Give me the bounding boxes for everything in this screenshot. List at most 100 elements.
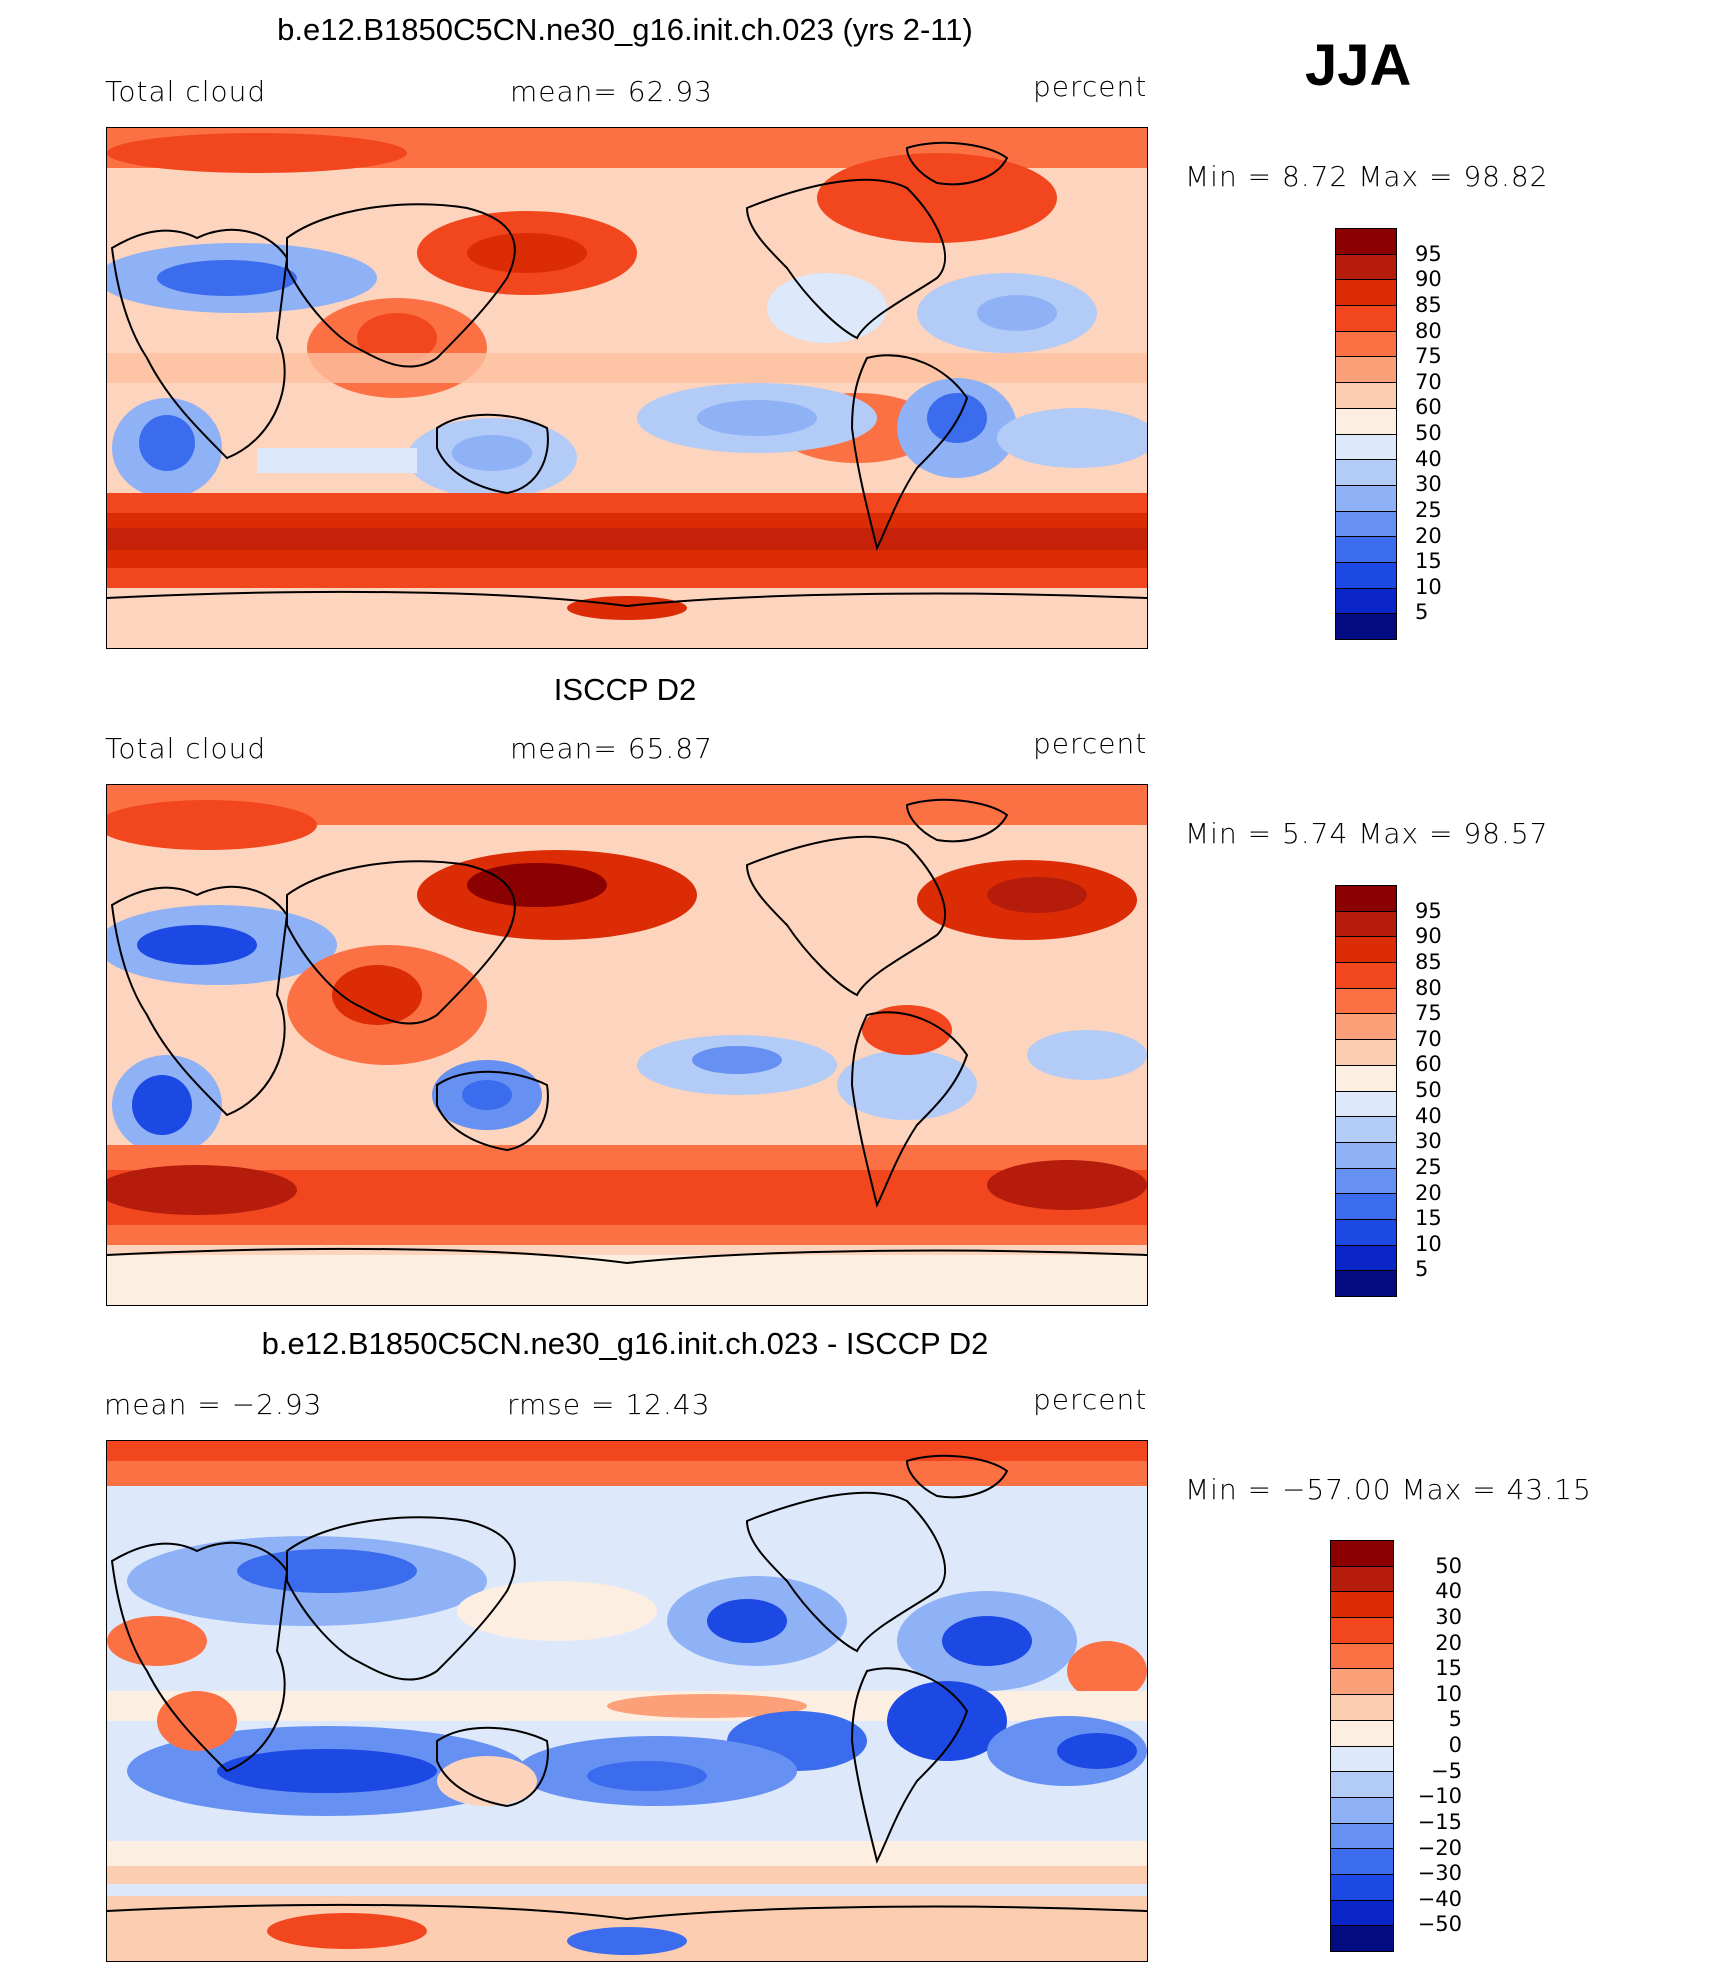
colorbar-swatch <box>1331 1643 1393 1670</box>
panel-3-title: b.e12.B1850C5CN.ne30_g16.init.ch.023 - I… <box>261 1326 989 1361</box>
colorbar-swatch <box>1336 460 1396 486</box>
colorbar-swatch <box>1336 1194 1396 1220</box>
colorbar-swatch <box>1336 1271 1396 1296</box>
colorbar-swatch <box>1336 1245 1396 1272</box>
colorbar-swatch <box>1336 434 1396 461</box>
colorbar-swatch <box>1331 1592 1393 1619</box>
colorbar-tick-label: 30 <box>1435 1604 1462 1629</box>
colorbar-swatch <box>1331 1566 1393 1593</box>
panel-1-map <box>106 127 1148 649</box>
colorbar-tick-label: 85 <box>1415 949 1442 974</box>
colorbar-swatch <box>1336 911 1396 938</box>
colorbar-tick-label: 30 <box>1415 1129 1442 1154</box>
colorbar-swatch <box>1331 1772 1393 1798</box>
colorbar-tick-label: 70 <box>1415 1026 1442 1051</box>
colorbar-tick-label: 20 <box>1415 523 1442 548</box>
colorbar-swatch <box>1336 588 1396 615</box>
panel-2-title: ISCCP D2 <box>553 672 697 707</box>
colorbar-tick-label: 5 <box>1415 600 1429 625</box>
colorbar-tick-label: 75 <box>1415 1001 1442 1026</box>
colorbar-swatch <box>1331 1541 1393 1567</box>
colorbar-tick-label: 40 <box>1435 1579 1462 1604</box>
colorbar-tick-label: 60 <box>1415 395 1442 420</box>
colorbar-swatch <box>1336 1091 1396 1118</box>
colorbar-swatch <box>1336 1014 1396 1041</box>
colorbar-tick-label: 15 <box>1415 1206 1442 1231</box>
colorbar-tick-label: 20 <box>1415 1180 1442 1205</box>
colorbar-swatch <box>1331 1823 1393 1850</box>
panel-1-variable-label: Total cloud <box>105 75 267 108</box>
panel-1-colorbar-labels: 95 90 85 80 75 70 60 50 40 30 25 20 15 10 5 <box>1415 228 1475 638</box>
colorbar-tick-label: −40 <box>1417 1886 1462 1911</box>
colorbar-tick-label: −20 <box>1417 1835 1462 1860</box>
colorbar-swatch <box>1331 1900 1393 1927</box>
colorbar-tick-label: −10 <box>1417 1784 1462 1809</box>
colorbar-swatch <box>1336 357 1396 384</box>
colorbar-tick-label: 75 <box>1415 344 1442 369</box>
colorbar-swatch <box>1331 1669 1393 1696</box>
panel-3-map <box>106 1440 1148 1962</box>
panel-1-colorbar <box>1335 228 1397 640</box>
colorbar-swatch <box>1336 937 1396 964</box>
panel-3-units-label: percent <box>1033 1383 1148 1416</box>
colorbar-swatch <box>1336 331 1396 358</box>
panel-3-colorbar-labels: 50 40 30 20 15 10 5 0 −5 −10 −15 −20 −30 −40 −50 <box>1392 1540 1472 1950</box>
colorbar-swatch <box>1336 1065 1396 1092</box>
colorbar-tick-label: 70 <box>1415 369 1442 394</box>
colorbar-tick-label: 10 <box>1435 1681 1462 1706</box>
colorbar-tick-label: 90 <box>1415 267 1442 292</box>
colorbar-tick-label: 80 <box>1415 318 1442 343</box>
colorbar-swatch <box>1336 306 1396 332</box>
colorbar-tick-label: 50 <box>1435 1553 1462 1578</box>
colorbar-tick-label: 15 <box>1435 1656 1462 1681</box>
panel-1-units-label: percent <box>1033 70 1148 103</box>
colorbar-swatch <box>1336 988 1396 1015</box>
colorbar-tick-label: 40 <box>1415 446 1442 471</box>
panel-2-minmax: Min = 5.74 Max = 98.57 <box>1185 817 1549 850</box>
colorbar-tick-label: 40 <box>1415 1103 1442 1128</box>
panel-2-mean-label: mean= 65.87 <box>510 732 713 765</box>
colorbar-swatch <box>1336 408 1396 435</box>
colorbar-tick-label: −30 <box>1417 1861 1462 1886</box>
colorbar-swatch <box>1331 1926 1393 1951</box>
colorbar-swatch <box>1336 886 1396 912</box>
colorbar-swatch <box>1336 485 1396 512</box>
panel-2-variable-label: Total cloud <box>105 732 267 765</box>
colorbar-tick-label: 0 <box>1448 1733 1462 1757</box>
colorbar-tick-label: 95 <box>1415 241 1442 266</box>
colorbar-tick-label: −50 <box>1417 1912 1462 1937</box>
colorbar-swatch <box>1331 1695 1393 1721</box>
colorbar-swatch <box>1336 383 1396 409</box>
colorbar-swatch <box>1336 1117 1396 1143</box>
panel-3-colorbar <box>1330 1540 1394 1952</box>
colorbar-swatch <box>1336 1168 1396 1195</box>
colorbar-tick-label: 10 <box>1415 1231 1442 1256</box>
colorbar-tick-label: 15 <box>1415 549 1442 574</box>
colorbar-swatch <box>1336 511 1396 538</box>
colorbar-swatch <box>1336 963 1396 989</box>
colorbar-swatch <box>1336 1219 1396 1246</box>
season-label: JJA <box>1305 33 1412 98</box>
colorbar-tick-label: 25 <box>1415 1154 1442 1179</box>
colorbar-swatch <box>1336 614 1396 639</box>
colorbar-swatch <box>1336 280 1396 307</box>
colorbar-tick-label: 5 <box>1415 1257 1429 1282</box>
panel-3-mean-label: mean = −2.93 <box>104 1388 323 1421</box>
colorbar-swatch <box>1331 1849 1393 1875</box>
colorbar-tick-label: 50 <box>1415 421 1442 445</box>
colorbar-swatch <box>1331 1720 1393 1747</box>
panel-3-minmax: Min = −57.00 Max = 43.15 <box>1185 1473 1592 1506</box>
colorbar-swatch <box>1336 562 1396 589</box>
colorbar-swatch <box>1331 1797 1393 1824</box>
colorbar-tick-label: −5 <box>1431 1758 1462 1783</box>
panel-1-title: b.e12.B1850C5CN.ne30_g16.init.ch.023 (yr… <box>277 12 973 47</box>
colorbar-tick-label: 90 <box>1415 924 1442 949</box>
colorbar-tick-label: 30 <box>1415 472 1442 497</box>
colorbar-tick-label: 85 <box>1415 292 1442 317</box>
colorbar-tick-label: −15 <box>1417 1809 1462 1834</box>
colorbar-swatch <box>1336 537 1396 563</box>
colorbar-tick-label: 60 <box>1415 1052 1442 1077</box>
colorbar-swatch <box>1336 1142 1396 1169</box>
panel-1-minmax: Min = 8.72 Max = 98.82 <box>1185 160 1549 193</box>
colorbar-swatch <box>1336 229 1396 255</box>
